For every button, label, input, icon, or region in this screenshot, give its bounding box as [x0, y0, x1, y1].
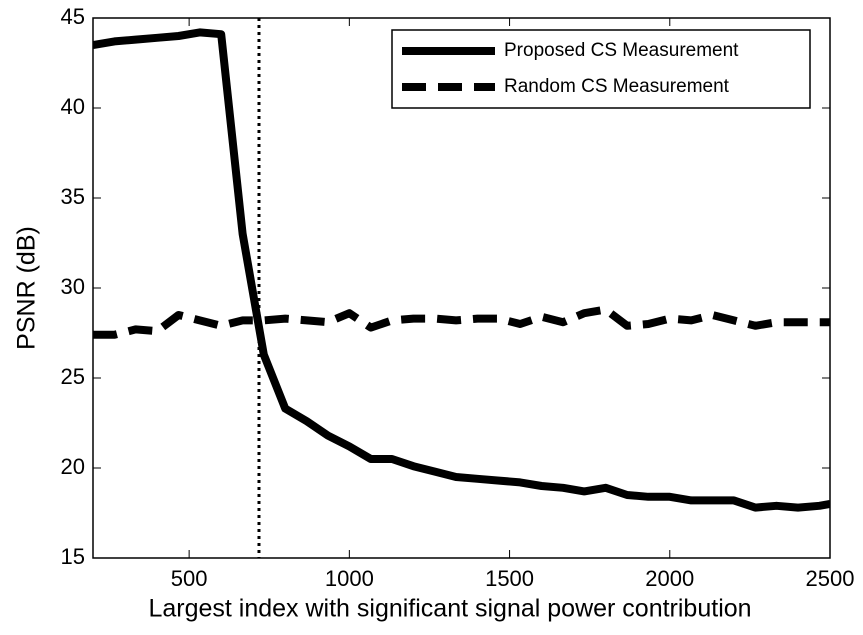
y-axis-label: PSNR (dB) — [13, 226, 41, 350]
legend-label: Random CS Measurement — [504, 76, 730, 97]
x-tick-label: 2000 — [645, 566, 694, 591]
x-tick-label: 1000 — [325, 566, 374, 591]
x-tick-label: 2500 — [806, 566, 855, 591]
y-tick-label: 15 — [61, 544, 85, 569]
y-tick-label: 45 — [61, 4, 85, 29]
x-tick-label: 500 — [171, 566, 208, 591]
data-line — [93, 305, 830, 339]
y-tick-label: 35 — [61, 184, 85, 209]
data-line — [93, 28, 830, 512]
y-tick-label: 20 — [61, 454, 85, 479]
legend-box — [391, 29, 811, 109]
y-tick-label: 30 — [61, 274, 85, 299]
x-tick-label: 1500 — [485, 566, 534, 591]
legend-label: Proposed CS Measurement — [504, 40, 739, 61]
y-tick-label: 40 — [61, 94, 85, 119]
y-tick-label: 25 — [61, 364, 85, 389]
x-axis-label: Largest index with significant signal po… — [148, 595, 751, 623]
